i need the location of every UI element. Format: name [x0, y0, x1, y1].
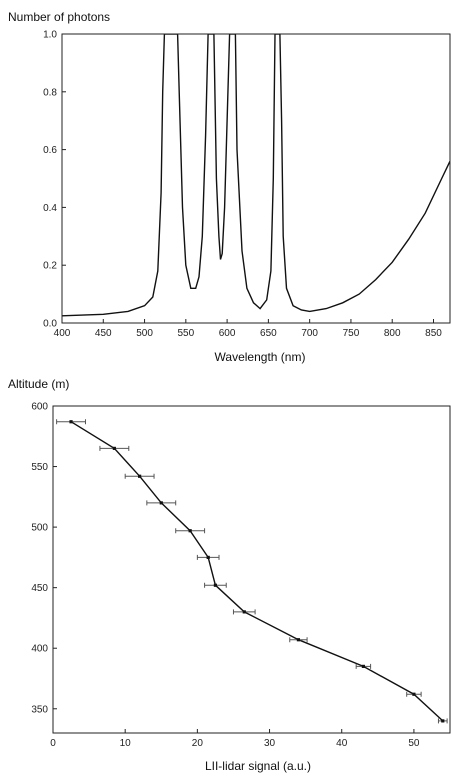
spectrum-y-tick-label: 0.2	[43, 261, 57, 272]
lidar-data-point	[242, 610, 246, 614]
lidar-data-point	[206, 555, 210, 559]
lidar-y-tick-label: 550	[31, 462, 48, 473]
spectrum-series-line	[62, 34, 450, 317]
spectrum-y-axis-title: Number of photons	[8, 10, 110, 24]
lidar-chart: Altitude (m) LII-lidar signal (a.u.) 0 10…	[8, 377, 451, 773]
spectrum-x-tick-label: 450	[95, 328, 112, 339]
spectrum-y-tick-label: 0.8	[43, 87, 57, 98]
lidar-y-axis-title: Altitude (m)	[8, 377, 69, 391]
spectrum-y-tick-label: 1.0	[43, 30, 57, 41]
spectrum-x-tick-label: 400	[54, 328, 71, 339]
lidar-y-tick-label: 500	[31, 523, 48, 534]
lidar-data-point	[213, 583, 218, 587]
lidar-data-point	[361, 664, 365, 668]
lidar-data-point	[188, 529, 192, 533]
lidar-y-tick-label: 450	[31, 583, 48, 594]
spectrum-x-tick-label: 700	[301, 328, 318, 339]
spectrum-plot-frame	[61, 33, 451, 324]
lidar-x-tick-label: 40	[336, 738, 348, 749]
lidar-x-tick-label: 50	[408, 738, 420, 749]
spectrum-y-tick-label: 0.4	[43, 203, 57, 214]
lidar-y-tick-label: 600	[31, 402, 48, 413]
lidar-series-line	[70, 421, 444, 722]
lidar-data-point	[138, 474, 142, 478]
spectrum-x-tick-label: 800	[384, 328, 401, 339]
spectrum-y-tick-label: 0.0	[43, 319, 57, 330]
spectrum-x-tick-label: 650	[260, 328, 277, 339]
spectrum-x-axis-title: Wavelength (nm)	[215, 350, 306, 364]
spectrum-x-tick-label: 750	[343, 328, 360, 339]
spectrum-x-tick-label: 850	[425, 328, 442, 339]
lidar-data-point	[296, 638, 301, 642]
lidar-y-tick-label: 400	[31, 644, 48, 655]
lidar-data-point	[69, 420, 73, 424]
spectrum-x-tick-label: 600	[219, 328, 236, 339]
spectrum-x-tick-label: 500	[136, 328, 153, 339]
spectrum-y-tick-label: 0.6	[43, 145, 57, 156]
lidar-data-point	[159, 501, 163, 505]
spectrum-chart: Number of photons Wavelength (nm) 400 450…	[8, 10, 451, 364]
spectrum-x-tick-label: 550	[177, 328, 194, 339]
lidar-x-axis-title: LII-lidar signal (a.u.)	[205, 759, 311, 773]
lidar-data-point	[412, 692, 416, 696]
lidar-data-point	[441, 719, 445, 723]
lidar-plot-frame	[52, 405, 451, 734]
lidar-y-tick-label: 350	[31, 704, 48, 715]
lidar-x-tick-label: 20	[192, 738, 204, 749]
lidar-x-tick-label: 30	[264, 738, 276, 749]
lidar-x-tick-label: 10	[120, 738, 132, 749]
lidar-data-point	[112, 446, 116, 450]
lidar-x-tick-label: 0	[50, 738, 56, 749]
